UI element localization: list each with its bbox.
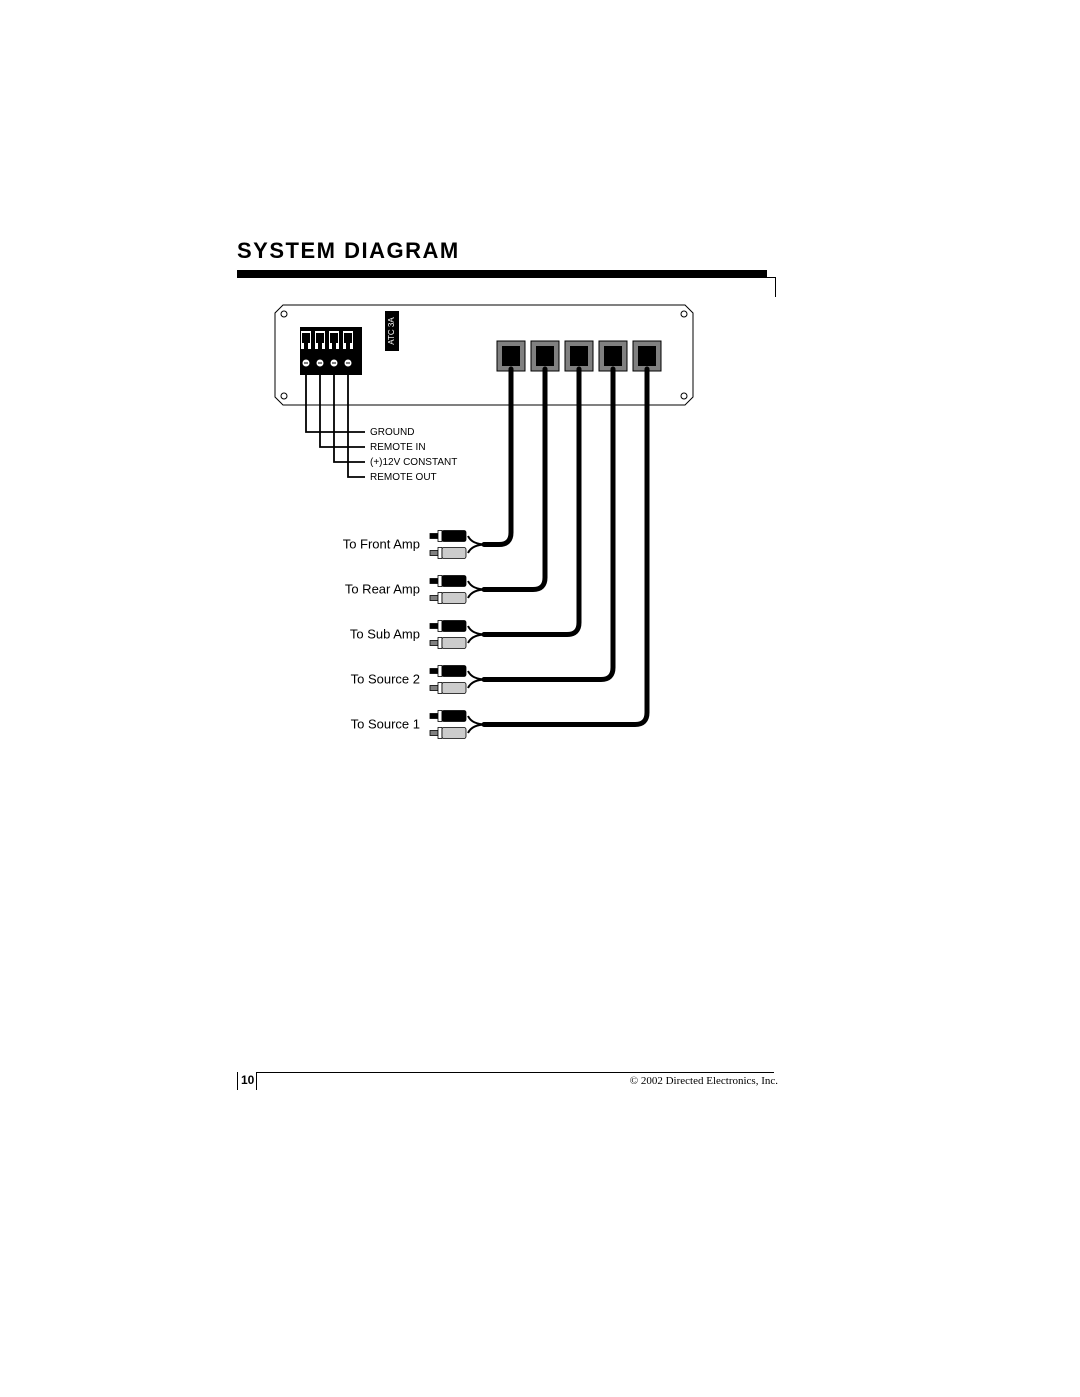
rca-label: To Sub Amp xyxy=(350,627,420,642)
copyright-text: © 2002 Directed Electronics, Inc. xyxy=(630,1075,778,1087)
terminal-label: REMOTE OUT xyxy=(370,472,437,483)
page: SYSTEM DIAGRAM ATC 3AGROUNDREMOTE IN(+)1… xyxy=(0,0,1080,1397)
footer-rule xyxy=(257,1072,774,1073)
rca-label: To Source 1 xyxy=(351,717,420,732)
rca-label: To Source 2 xyxy=(351,672,420,687)
page-number: 10 xyxy=(241,1073,254,1087)
rca-label: To Front Amp xyxy=(343,537,420,552)
device-label: ATC 3A xyxy=(387,317,396,345)
terminal-label: (+)12V CONSTANT xyxy=(370,457,457,468)
terminal-label: GROUND xyxy=(370,427,414,438)
system-diagram: ATC 3A GROUND REMOTE IN (+)12V CONSTANT REMO… xyxy=(0,0,1080,1397)
terminal-label: REMOTE IN xyxy=(370,442,426,453)
rca-label: To Rear Amp xyxy=(345,582,420,597)
